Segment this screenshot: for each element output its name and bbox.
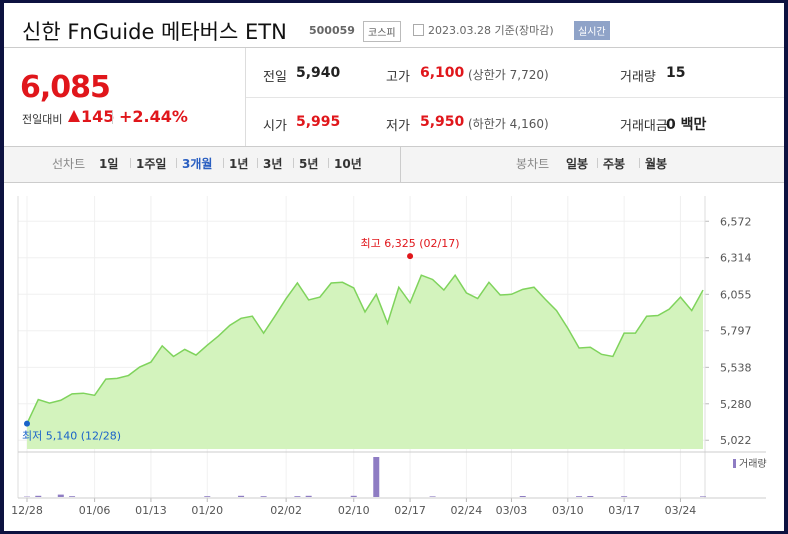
volume-bar xyxy=(576,496,583,497)
x-tick-label: 02/24 xyxy=(451,504,483,517)
volume-bar xyxy=(69,496,76,497)
separator xyxy=(112,110,113,124)
change-label: 전일대비 xyxy=(22,113,63,126)
volume-bar xyxy=(294,496,301,497)
x-tick-label: 03/10 xyxy=(552,504,584,517)
period-tab[interactable]: 1일 xyxy=(99,157,119,171)
volume-bar xyxy=(373,457,380,497)
stat-label: 전일 xyxy=(263,70,287,85)
stat-label: 고가 xyxy=(386,70,410,85)
annotation-dot xyxy=(24,420,30,427)
volume-bar xyxy=(700,496,706,497)
x-tick-label: 12/28 xyxy=(11,504,43,517)
legend-label: 거래량 xyxy=(739,458,767,470)
legend-swatch xyxy=(733,459,736,468)
stat-value: 5,940 xyxy=(296,65,341,81)
tab-sep xyxy=(223,158,224,168)
stat-value: 5,950 xyxy=(420,114,465,130)
x-tick-label: 02/10 xyxy=(338,504,370,517)
stat-label: 저가 xyxy=(386,119,410,134)
tab-bar xyxy=(4,146,784,183)
y-tick-label: 5,280 xyxy=(720,398,752,411)
title: 신한 FnGuide 메타버스 ETN xyxy=(22,20,287,44)
period-tab[interactable]: 1년 xyxy=(229,157,249,171)
change: 145 xyxy=(81,107,115,126)
line xyxy=(26,273,704,424)
stat-label: 거래량 xyxy=(620,70,656,85)
y-tick-label: 5,022 xyxy=(720,434,752,447)
annotation: 최저 5,140 (12/28) xyxy=(22,430,121,443)
y-tick-label: 6,055 xyxy=(720,288,752,301)
divider xyxy=(4,47,784,48)
period-tab[interactable]: 5년 xyxy=(299,157,319,171)
code: 500059 xyxy=(309,24,355,37)
stat-note: (하한가 4,160) xyxy=(468,117,549,131)
change-rate: +2.44% xyxy=(119,107,188,126)
tab-label: 선차트 xyxy=(52,157,86,171)
x-tick-label: 02/17 xyxy=(394,504,426,517)
candle-tab[interactable]: 주봉 xyxy=(603,157,626,171)
stat-value: 6,100 xyxy=(420,65,465,81)
tab-label: 봉차트 xyxy=(516,157,550,171)
volume-bar xyxy=(621,496,628,497)
volume-bar xyxy=(35,495,42,497)
y-tick-label: 6,314 xyxy=(720,252,752,265)
tab-sep xyxy=(639,158,640,168)
volume-bar xyxy=(305,495,312,497)
volume-bar xyxy=(57,494,64,497)
tab-sep xyxy=(597,158,598,168)
divider xyxy=(246,97,784,98)
annotation-dot xyxy=(407,253,414,260)
current-price: 6,085 xyxy=(20,70,111,105)
period-tab[interactable]: 3년 xyxy=(263,157,283,171)
stat-value: 5,995 xyxy=(296,114,341,130)
volume-bar xyxy=(429,496,436,497)
stat-label: 거래대금 xyxy=(620,119,668,134)
period-tab[interactable]: 10년 xyxy=(334,157,362,171)
x-tick-label: 03/24 xyxy=(665,504,697,517)
candle-tab[interactable]: 월봉 xyxy=(645,157,668,171)
period-tab[interactable]: 3개월 xyxy=(182,157,213,171)
volume-bar xyxy=(350,495,357,497)
tab-sep xyxy=(257,158,258,168)
x-tick-label: 01/13 xyxy=(135,504,167,517)
tab-sep xyxy=(328,158,329,168)
candle-tab[interactable]: 일봉 xyxy=(566,157,589,171)
x-tick-label: 01/20 xyxy=(191,504,223,517)
calendar-icon xyxy=(413,24,424,36)
stat-note: (상한가 7,720) xyxy=(468,68,549,82)
tab-sep xyxy=(293,158,294,168)
area xyxy=(27,275,703,449)
tab-sep xyxy=(130,158,131,168)
stat-value: 15 xyxy=(666,65,686,81)
volume-bar xyxy=(238,495,245,497)
date: 2023.03.28 기준(장마감) xyxy=(428,24,554,37)
x-tick-label: 02/02 xyxy=(270,504,302,517)
volume-bar xyxy=(587,496,594,497)
x-tick-label: 03/17 xyxy=(608,504,640,517)
volume-bar xyxy=(204,496,211,497)
period-tab[interactable]: 1주일 xyxy=(136,157,167,171)
x-tick-label: 01/06 xyxy=(79,504,111,517)
divider xyxy=(245,48,246,146)
y-tick-label: 6,572 xyxy=(720,215,752,228)
stat-value: 0 백만 xyxy=(666,117,707,133)
y-tick-label: 5,797 xyxy=(720,325,752,338)
y-tick-label: 5,538 xyxy=(720,361,752,374)
volume-bar xyxy=(260,496,267,497)
x-tick-label: 03/03 xyxy=(496,504,528,517)
realtime-badge[interactable]: 실시간 xyxy=(574,21,610,40)
annotation: 최고 6,325 (02/17) xyxy=(361,237,460,250)
market-badge: 코스피 xyxy=(363,21,401,42)
volume-bar xyxy=(519,496,526,497)
tab-sep xyxy=(176,158,177,168)
stat-label: 시가 xyxy=(263,119,287,134)
up-arrow xyxy=(68,110,80,122)
divider xyxy=(400,147,401,182)
